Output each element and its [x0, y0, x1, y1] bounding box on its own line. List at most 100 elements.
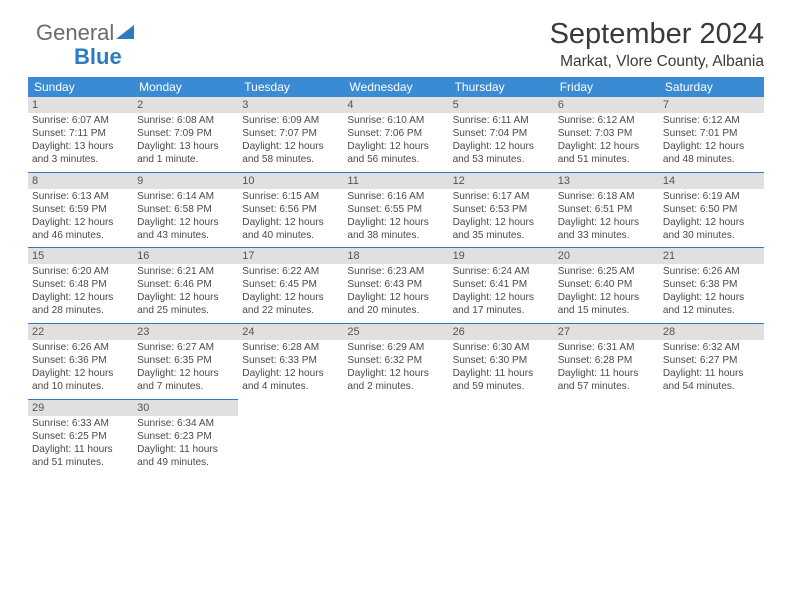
calendar-cell: 28Sunrise: 6:32 AMSunset: 6:27 PMDayligh…: [659, 324, 764, 400]
daylight-text: Daylight: 12 hours and 4 minutes.: [242, 368, 339, 394]
weekday-header: Sunday: [28, 77, 133, 97]
daylight-text: Daylight: 12 hours and 2 minutes.: [347, 368, 444, 394]
sunrise-text: Sunrise: 6:13 AM: [32, 191, 129, 204]
day-number: 23: [133, 324, 238, 340]
sunrise-text: Sunrise: 6:27 AM: [137, 342, 234, 355]
day-number: 3: [238, 97, 343, 113]
sunrise-text: Sunrise: 6:21 AM: [137, 266, 234, 279]
calendar-cell: [554, 399, 659, 474]
sunset-text: Sunset: 6:40 PM: [558, 279, 655, 292]
sunset-text: Sunset: 6:36 PM: [32, 355, 129, 368]
sunrise-text: Sunrise: 6:14 AM: [137, 191, 234, 204]
sunset-text: Sunset: 6:46 PM: [137, 279, 234, 292]
calendar-cell: [659, 399, 764, 474]
daylight-text: Daylight: 12 hours and 15 minutes.: [558, 292, 655, 318]
day-number: 18: [343, 248, 448, 264]
calendar-cell: 6Sunrise: 6:12 AMSunset: 7:03 PMDaylight…: [554, 97, 659, 172]
sunrise-text: Sunrise: 6:20 AM: [32, 266, 129, 279]
calendar-cell: 17 Sunrise: 6:22 AMSunset: 6:45 PMDayligh…: [238, 248, 343, 324]
daylight-text: Daylight: 11 hours and 57 minutes.: [558, 368, 655, 394]
sunset-text: Sunset: 6:38 PM: [663, 279, 760, 292]
day-number: 5: [449, 97, 554, 113]
sunrise-text: Sunrise: 6:19 AM: [663, 191, 760, 204]
sunset-text: Sunset: 7:09 PM: [137, 128, 234, 141]
sunset-text: Sunset: 6:58 PM: [137, 204, 234, 217]
day-number: 17: [238, 248, 343, 264]
sunrise-text: Sunrise: 6:11 AM: [453, 115, 550, 128]
daylight-text: Daylight: 12 hours and 58 minutes.: [242, 141, 339, 167]
daylight-text: Daylight: 12 hours and 20 minutes.: [347, 292, 444, 318]
day-number: 21: [659, 248, 764, 264]
daylight-text: Daylight: 13 hours and 3 minutes.: [32, 141, 129, 167]
brand-logo: General Blue: [36, 22, 136, 69]
location-title: Markat, Vlore County, Albania: [28, 53, 764, 71]
calendar-row: 1Sunrise: 6:07 AMSunset: 7:11 PMDaylight…: [28, 97, 764, 172]
daylight-text: Daylight: 12 hours and 33 minutes.: [558, 217, 655, 243]
weekday-header: Tuesday: [238, 77, 343, 97]
day-number: 10: [238, 173, 343, 189]
day-number: 11: [343, 173, 448, 189]
sunrise-text: Sunrise: 6:08 AM: [137, 115, 234, 128]
weekday-header: Thursday: [449, 77, 554, 97]
day-number: 24: [238, 324, 343, 340]
calendar-cell: 11Sunrise: 6:16 AMSunset: 6:55 PMDayligh…: [343, 172, 448, 248]
calendar-cell: [449, 399, 554, 474]
day-number: 6: [554, 97, 659, 113]
day-number: 20: [554, 248, 659, 264]
day-number: 2: [133, 97, 238, 113]
calendar-row: 8Sunrise: 6:13 AMSunset: 6:59 PMDaylight…: [28, 172, 764, 248]
daylight-text: Daylight: 12 hours and 53 minutes.: [453, 141, 550, 167]
calendar-cell: 15Sunrise: 6:20 AMSunset: 6:48 PMDayligh…: [28, 248, 133, 324]
sunset-text: Sunset: 7:07 PM: [242, 128, 339, 141]
sunrise-text: Sunrise: 6:34 AM: [137, 418, 234, 431]
daylight-text: Daylight: 12 hours and 17 minutes.: [453, 292, 550, 318]
calendar-row: 29Sunrise: 6:33 AMSunset: 6:25 PMDayligh…: [28, 399, 764, 474]
daylight-text: Daylight: 12 hours and 25 minutes.: [137, 292, 234, 318]
daylight-text: Daylight: 12 hours and 7 minutes.: [137, 368, 234, 394]
day-number: 9: [133, 173, 238, 189]
weekday-header: Monday: [133, 77, 238, 97]
calendar-cell: 7Sunrise: 6:12 AMSunset: 7:01 PMDaylight…: [659, 97, 764, 172]
sunset-text: Sunset: 6:45 PM: [242, 279, 339, 292]
sunset-text: Sunset: 7:04 PM: [453, 128, 550, 141]
sunset-text: Sunset: 6:25 PM: [32, 431, 129, 444]
daylight-text: Daylight: 13 hours and 1 minute.: [137, 141, 234, 167]
calendar-cell: 26Sunrise: 6:30 AMSunset: 6:30 PMDayligh…: [449, 324, 554, 400]
day-number: 13: [554, 173, 659, 189]
calendar-row: 22Sunrise: 6:26 AMSunset: 6:36 PMDayligh…: [28, 324, 764, 400]
daylight-text: Daylight: 12 hours and 35 minutes.: [453, 217, 550, 243]
daylight-text: Daylight: 12 hours and 30 minutes.: [663, 217, 760, 243]
sunrise-text: Sunrise: 6:10 AM: [347, 115, 444, 128]
sunset-text: Sunset: 6:32 PM: [347, 355, 444, 368]
sunset-text: Sunset: 6:41 PM: [453, 279, 550, 292]
daylight-text: Daylight: 12 hours and 22 minutes.: [242, 292, 339, 318]
calendar-cell: 29Sunrise: 6:33 AMSunset: 6:25 PMDayligh…: [28, 399, 133, 474]
calendar-cell: 1Sunrise: 6:07 AMSunset: 7:11 PMDaylight…: [28, 97, 133, 172]
day-number: 27: [554, 324, 659, 340]
sunrise-text: Sunrise: 6:28 AM: [242, 342, 339, 355]
sunrise-text: Sunrise: 6:07 AM: [32, 115, 129, 128]
calendar-cell: 22Sunrise: 6:26 AMSunset: 6:36 PMDayligh…: [28, 324, 133, 400]
calendar-cell: 30Sunrise: 6:34 AMSunset: 6:23 PMDayligh…: [133, 399, 238, 474]
calendar-row: 15Sunrise: 6:20 AMSunset: 6:48 PMDayligh…: [28, 248, 764, 324]
sunrise-text: Sunrise: 6:32 AM: [663, 342, 760, 355]
sunset-text: Sunset: 6:48 PM: [32, 279, 129, 292]
sunrise-text: Sunrise: 6:22 AM: [242, 266, 339, 279]
brand-word2: Blue: [74, 44, 122, 69]
calendar-cell: 16 Sunrise: 6:21 AMSunset: 6:46 PMDayligh…: [133, 248, 238, 324]
calendar-cell: 9Sunrise: 6:14 AMSunset: 6:58 PMDaylight…: [133, 172, 238, 248]
day-number: 16: [133, 248, 238, 264]
daylight-text: Daylight: 11 hours and 49 minutes.: [137, 444, 234, 470]
daylight-text: Daylight: 11 hours and 59 minutes.: [453, 368, 550, 394]
day-number: 22: [28, 324, 133, 340]
sunset-text: Sunset: 6:53 PM: [453, 204, 550, 217]
weekday-header: Saturday: [659, 77, 764, 97]
calendar-cell: 14Sunrise: 6:19 AMSunset: 6:50 PMDayligh…: [659, 172, 764, 248]
calendar-cell: 13Sunrise: 6:18 AMSunset: 6:51 PMDayligh…: [554, 172, 659, 248]
daylight-text: Daylight: 12 hours and 10 minutes.: [32, 368, 129, 394]
brand-word1: General: [36, 20, 114, 45]
daylight-text: Daylight: 12 hours and 56 minutes.: [347, 141, 444, 167]
day-number: 1: [28, 97, 133, 113]
sunrise-text: Sunrise: 6:24 AM: [453, 266, 550, 279]
sunrise-text: Sunrise: 6:33 AM: [32, 418, 129, 431]
